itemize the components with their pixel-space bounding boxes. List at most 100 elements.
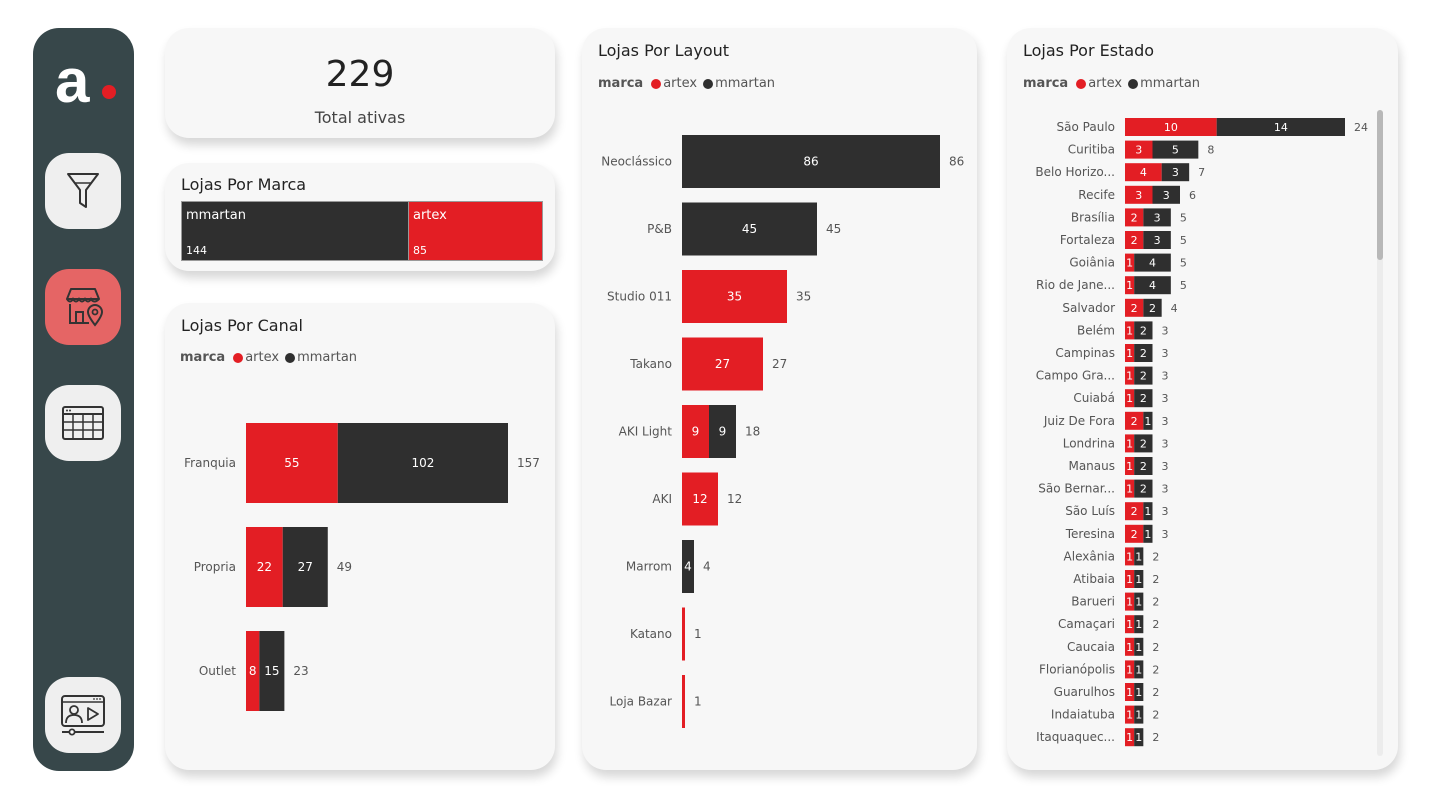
bar-mmartan[interactable] — [1143, 411, 1153, 430]
bar-artex[interactable] — [246, 423, 338, 503]
bar-mmartan[interactable] — [1134, 253, 1171, 272]
bar-artex[interactable] — [1125, 140, 1153, 159]
bar-mmartan[interactable] — [1134, 479, 1153, 498]
bar-value-label: 1 — [1135, 550, 1142, 563]
bar-mmartan[interactable] — [682, 135, 940, 188]
bar-artex[interactable] — [1125, 479, 1135, 498]
bar-mmartan[interactable] — [1152, 185, 1181, 204]
bar-artex[interactable] — [1125, 570, 1135, 588]
bar-value-label: 8 — [249, 664, 257, 678]
bar-artex[interactable] — [682, 270, 787, 323]
marca-tile-mmartan[interactable]: mmartan 144 — [181, 201, 409, 261]
legend-mmartan-label[interactable]: mmartan — [1140, 76, 1201, 91]
bar-mmartan[interactable] — [282, 527, 328, 607]
bar-artex[interactable] — [246, 527, 283, 607]
bar-artex[interactable] — [1125, 660, 1135, 679]
bar-mmartan[interactable] — [1134, 683, 1144, 701]
bar-artex[interactable] — [682, 405, 709, 458]
bar-artex[interactable] — [1125, 637, 1135, 656]
bar-artex[interactable] — [1125, 457, 1135, 475]
nav-filter-button[interactable] — [45, 153, 121, 229]
bar-artex[interactable] — [1125, 615, 1135, 634]
bar-artex[interactable] — [246, 631, 260, 711]
bar-mmartan[interactable] — [1134, 276, 1171, 295]
bar-mmartan[interactable] — [1134, 389, 1153, 408]
category-label: Marrom — [626, 560, 672, 574]
bar-mmartan[interactable] — [1143, 298, 1162, 317]
bar-mmartan[interactable] — [1134, 728, 1144, 747]
bar-artex[interactable] — [682, 337, 763, 391]
bar-mmartan[interactable] — [1134, 547, 1144, 566]
bar-mmartan[interactable] — [1134, 660, 1144, 679]
bar-mmartan[interactable] — [1134, 366, 1153, 385]
estado-scrollbar-track[interactable] — [1377, 110, 1383, 756]
bar-artex[interactable] — [1125, 163, 1162, 182]
bar-mmartan[interactable] — [1152, 140, 1199, 159]
bar-artex[interactable] — [682, 472, 718, 526]
bar-value-label: 1 — [1135, 641, 1142, 654]
bar-mmartan[interactable] — [1134, 705, 1144, 724]
category-label: Teresina — [1065, 527, 1115, 541]
bar-artex[interactable] — [1125, 389, 1135, 408]
bar-value-label: 1 — [1126, 483, 1133, 496]
bar-artex[interactable] — [1125, 118, 1217, 136]
bar-artex[interactable] — [1125, 502, 1144, 521]
bar-mmartan[interactable] — [1143, 208, 1171, 227]
legend-mmartan-label[interactable]: mmartan — [297, 350, 358, 365]
bar-mmartan[interactable] — [682, 540, 694, 593]
bar-artex[interactable] — [1125, 253, 1135, 272]
bar-artex[interactable] — [1125, 411, 1144, 430]
bar-mmartan[interactable] — [1143, 502, 1153, 521]
legend-mmartan-label[interactable]: mmartan — [715, 76, 776, 91]
category-label: Fortaleza — [1060, 233, 1115, 247]
bar-artex[interactable] — [1125, 434, 1135, 453]
bar-artex[interactable] — [1125, 683, 1135, 701]
bar-artex[interactable] — [1125, 298, 1144, 317]
bar-artex[interactable] — [1125, 321, 1135, 340]
bar-mmartan[interactable] — [682, 202, 817, 256]
legend-artex-label[interactable]: artex — [245, 350, 280, 365]
bar-mmartan[interactable] — [337, 423, 508, 503]
legend-artex-label[interactable]: artex — [1088, 76, 1123, 91]
bar-artex[interactable] — [682, 607, 685, 661]
bar-value-label: 2 — [1140, 324, 1147, 337]
category-label: Studio 011 — [607, 290, 672, 304]
bar-artex[interactable] — [1125, 231, 1144, 249]
bar-value-label: 27 — [715, 357, 730, 371]
bar-mmartan[interactable] — [1143, 524, 1153, 543]
bar-artex[interactable] — [1125, 276, 1135, 295]
marca-tile-artex[interactable]: artex 85 — [408, 201, 543, 261]
nav-table-button[interactable] — [45, 385, 121, 461]
bar-mmartan[interactable] — [1134, 321, 1153, 340]
bar-mmartan[interactable] — [709, 405, 736, 458]
nav-stores-button[interactable] — [45, 269, 121, 345]
bar-artex[interactable] — [1125, 366, 1135, 385]
bar-mmartan[interactable] — [1134, 615, 1144, 634]
bar-mmartan[interactable] — [1134, 592, 1144, 611]
bar-mmartan[interactable] — [1134, 434, 1153, 453]
bar-mmartan[interactable] — [1216, 118, 1345, 136]
legend-artex-label[interactable]: artex — [663, 76, 698, 91]
bar-mmartan[interactable] — [1161, 163, 1190, 182]
bar-total-label: 27 — [772, 357, 787, 371]
bar-artex[interactable] — [1125, 185, 1153, 204]
bar-value-label: 14 — [1274, 121, 1288, 134]
bar-artex[interactable] — [1125, 728, 1135, 747]
bar-value-label: 22 — [257, 560, 272, 574]
bar-artex[interactable] — [1125, 208, 1144, 227]
bar-artex[interactable] — [1125, 705, 1135, 724]
bar-artex[interactable] — [1125, 547, 1135, 566]
nav-presentation-button[interactable] — [45, 677, 121, 753]
bar-mmartan[interactable] — [259, 631, 285, 711]
bar-artex[interactable] — [682, 675, 685, 728]
bar-artex[interactable] — [1125, 344, 1135, 362]
bar-mmartan[interactable] — [1134, 570, 1144, 588]
bar-mmartan[interactable] — [1143, 231, 1171, 249]
bar-artex[interactable] — [1125, 524, 1144, 543]
estado-scrollbar-thumb[interactable] — [1377, 110, 1383, 260]
bar-artex[interactable] — [1125, 592, 1135, 611]
legend-artex-dot — [651, 78, 662, 89]
bar-mmartan[interactable] — [1134, 344, 1153, 362]
bar-mmartan[interactable] — [1134, 637, 1144, 656]
bar-mmartan[interactable] — [1134, 457, 1153, 475]
